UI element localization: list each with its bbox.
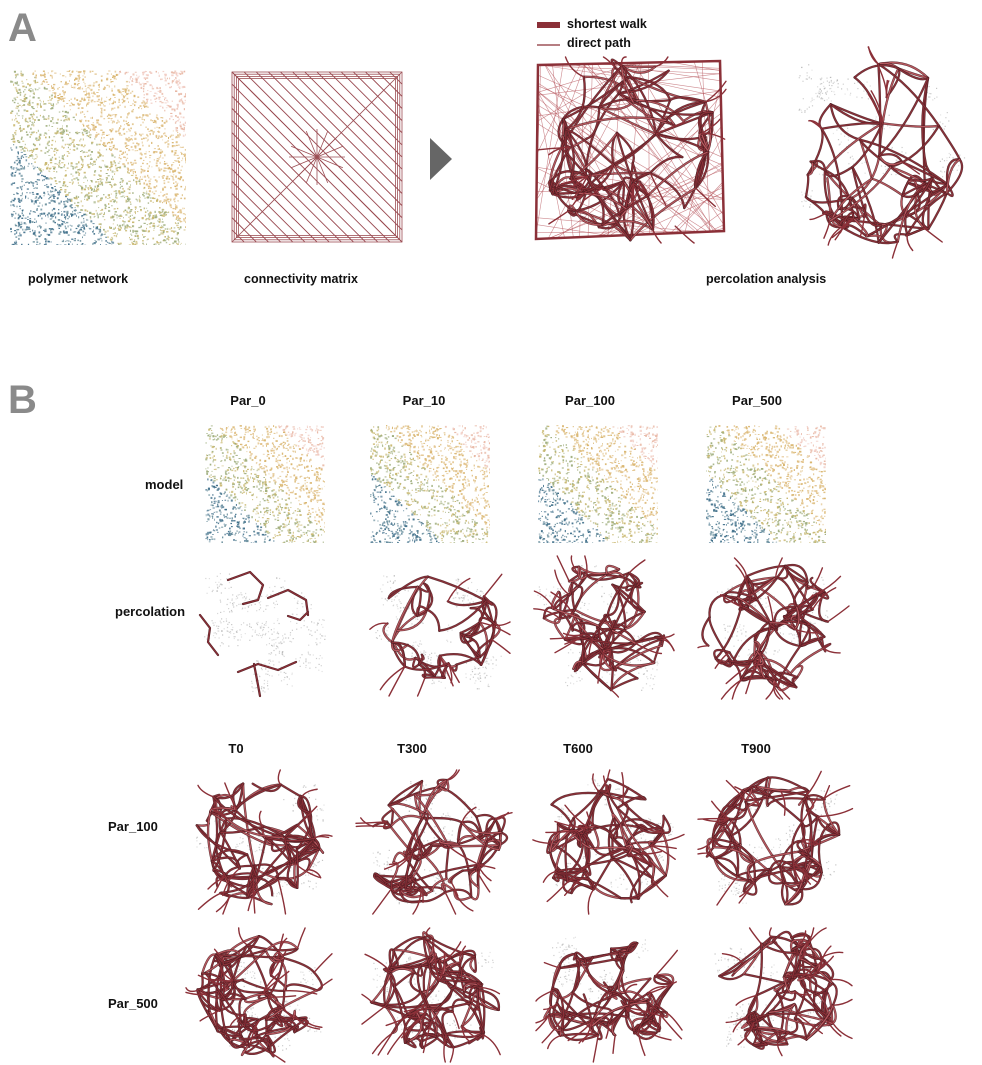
percolation-image-par-500-t900 xyxy=(714,927,853,1057)
model-image-par-0 xyxy=(205,425,325,543)
panel-a-label: A xyxy=(8,6,37,50)
legend-direct-path: direct path xyxy=(567,36,631,50)
legend-shortest-walk-swatch xyxy=(537,22,560,28)
percolation-image-par-0 xyxy=(198,570,326,698)
column-header-t300: T300 xyxy=(397,741,427,756)
row-header-par-100: Par_100 xyxy=(108,819,158,834)
column-header-par-100: Par_100 xyxy=(565,393,615,408)
percolation-image-par-500-t0 xyxy=(185,927,333,1063)
column-header-par-0: Par_0 xyxy=(230,393,266,408)
percolation-image-par-500 xyxy=(697,557,850,700)
percolation-image-par-100-t300 xyxy=(355,769,513,915)
column-header-t900: T900 xyxy=(741,741,771,756)
caption-percolation-analysis: percolation analysis xyxy=(706,272,827,286)
percolation-network-image xyxy=(798,46,966,259)
percolation-image-par-100-t900 xyxy=(697,770,854,906)
shortest-walk-network-image xyxy=(534,56,727,244)
percolation-image-par-100-t600 xyxy=(532,769,685,915)
connectivity-matrix-image xyxy=(231,71,403,243)
legend-shortest-walk: shortest walk xyxy=(567,17,647,31)
caption-connectivity-matrix: connectivity matrix xyxy=(244,272,358,286)
percolation-image-par-500-t600 xyxy=(535,936,683,1063)
right-arrow-icon xyxy=(430,138,452,180)
percolation-image-par-100 xyxy=(533,555,675,698)
column-header-par-500: Par_500 xyxy=(732,393,782,408)
percolation-image-par-10 xyxy=(369,573,511,697)
model-image-par-100 xyxy=(538,425,658,543)
polymer-network-image xyxy=(10,70,186,245)
row-header-percolation: percolation xyxy=(115,604,186,619)
caption-polymer-network: polymer network xyxy=(28,272,129,286)
percolation-image-par-500-t300 xyxy=(361,927,501,1063)
percolation-image-par-100-t0 xyxy=(195,769,333,915)
column-header-par-10: Par_10 xyxy=(402,393,446,408)
column-header-t600: T600 xyxy=(563,741,593,756)
legend-direct-path-swatch xyxy=(537,44,560,46)
panel-b-label: B xyxy=(8,378,37,422)
column-header-t0: T0 xyxy=(228,741,244,756)
row-header-model: model xyxy=(145,477,184,492)
model-image-par-500 xyxy=(706,425,826,543)
model-image-par-10 xyxy=(370,425,490,543)
row-header-par-500: Par_500 xyxy=(108,996,158,1011)
